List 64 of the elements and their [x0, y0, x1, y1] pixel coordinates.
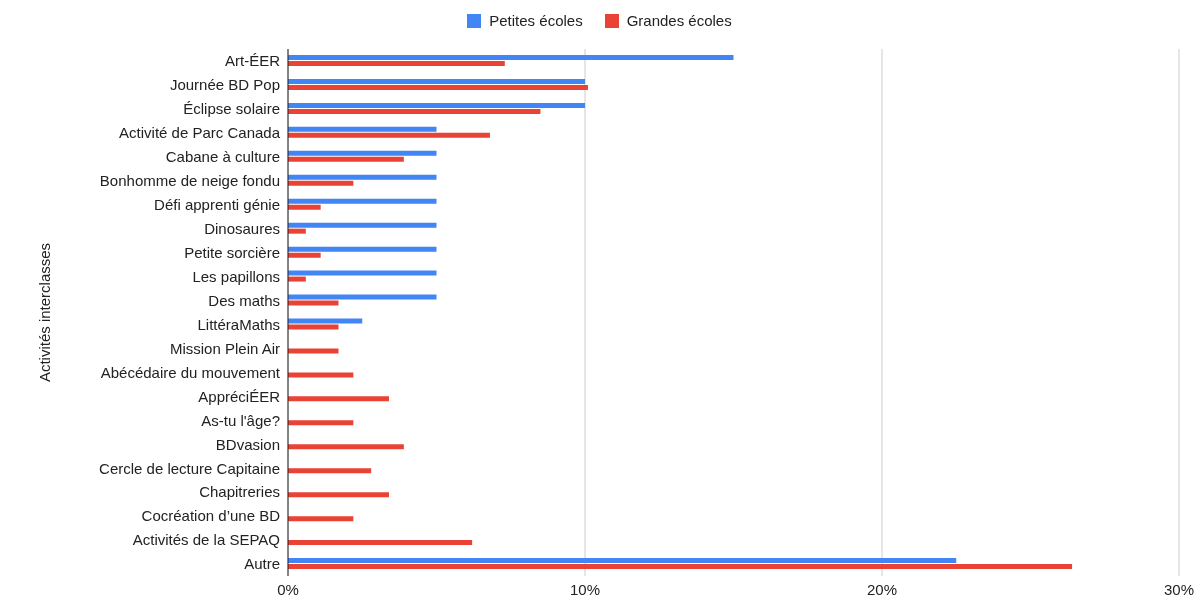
x-tick-label: 20% [866, 580, 898, 598]
y-tick-label: Mission Plein Air [169, 339, 280, 357]
legend-label: Grandes écoles [625, 12, 732, 29]
bar [288, 324, 339, 330]
bar [288, 246, 437, 252]
y-tick-label: Abécédaire du mouvement [100, 363, 281, 381]
y-tick-label: Activités de la SEPAQ [132, 531, 280, 549]
bar [288, 156, 404, 162]
y-tick-label: BDvasion [215, 435, 280, 453]
y-tick-label: Cocréation d’une BD [141, 507, 281, 525]
bar [288, 108, 541, 114]
y-tick-label: Activité de Parc Canada [119, 124, 281, 142]
bar [288, 174, 437, 180]
bar [288, 150, 437, 156]
legend-label: Petites écoles [488, 12, 583, 29]
y-tick-label: Autre [244, 555, 280, 573]
y-tick-label: Défi apprenti génie [154, 196, 280, 214]
y-tick-label: Bonhomme de neige fondu [99, 172, 280, 190]
bar [288, 420, 354, 426]
bar [288, 540, 473, 546]
bar [288, 492, 389, 498]
y-tick-label: Art-ÉER [224, 52, 281, 70]
y-tick-label: Cercle de lecture Capitaine [99, 459, 280, 477]
bar [288, 270, 437, 276]
bar [288, 204, 321, 210]
bar [288, 252, 321, 258]
bar [288, 444, 404, 450]
bar [288, 294, 437, 300]
bar [288, 55, 734, 60]
bar [288, 558, 957, 564]
bar [288, 318, 363, 324]
bar [288, 61, 505, 66]
bar [288, 468, 372, 474]
y-tick-label: Dinosaures [204, 219, 280, 237]
bar [288, 132, 490, 138]
y-tick-label: AppréciÉER [198, 387, 281, 405]
y-tick-label: As-tu l'âge? [201, 411, 280, 429]
bar [288, 516, 354, 522]
y-tick-label: Cabane à culture [165, 148, 280, 166]
bar [288, 180, 354, 186]
y-tick-label: LittéraMaths [197, 315, 280, 333]
bar [288, 348, 339, 354]
bar [288, 372, 354, 378]
bar [288, 78, 585, 84]
bar [288, 564, 1073, 570]
bar [288, 102, 585, 108]
y-tick-label: Éclipse solaire [183, 100, 280, 118]
y-tick-label: Chapitreries [199, 483, 280, 501]
bar [288, 276, 306, 282]
bar [288, 300, 339, 306]
bar [288, 222, 437, 228]
y-tick-label: Des maths [208, 291, 280, 309]
bar [288, 126, 437, 132]
bar [288, 84, 588, 90]
y-axis-title: Activités interclasses [36, 242, 54, 383]
x-tick-label: 30% [1163, 580, 1195, 598]
y-tick-label: Les papillons [192, 267, 280, 285]
y-tick-label: Petite sorcière [184, 243, 280, 261]
x-tick-label: 10% [569, 580, 601, 598]
bar [288, 198, 437, 204]
bar [288, 396, 389, 402]
y-tick-label: Journée BD Pop [169, 76, 280, 94]
x-tick-label: 0% [277, 580, 299, 598]
bar [288, 228, 306, 234]
